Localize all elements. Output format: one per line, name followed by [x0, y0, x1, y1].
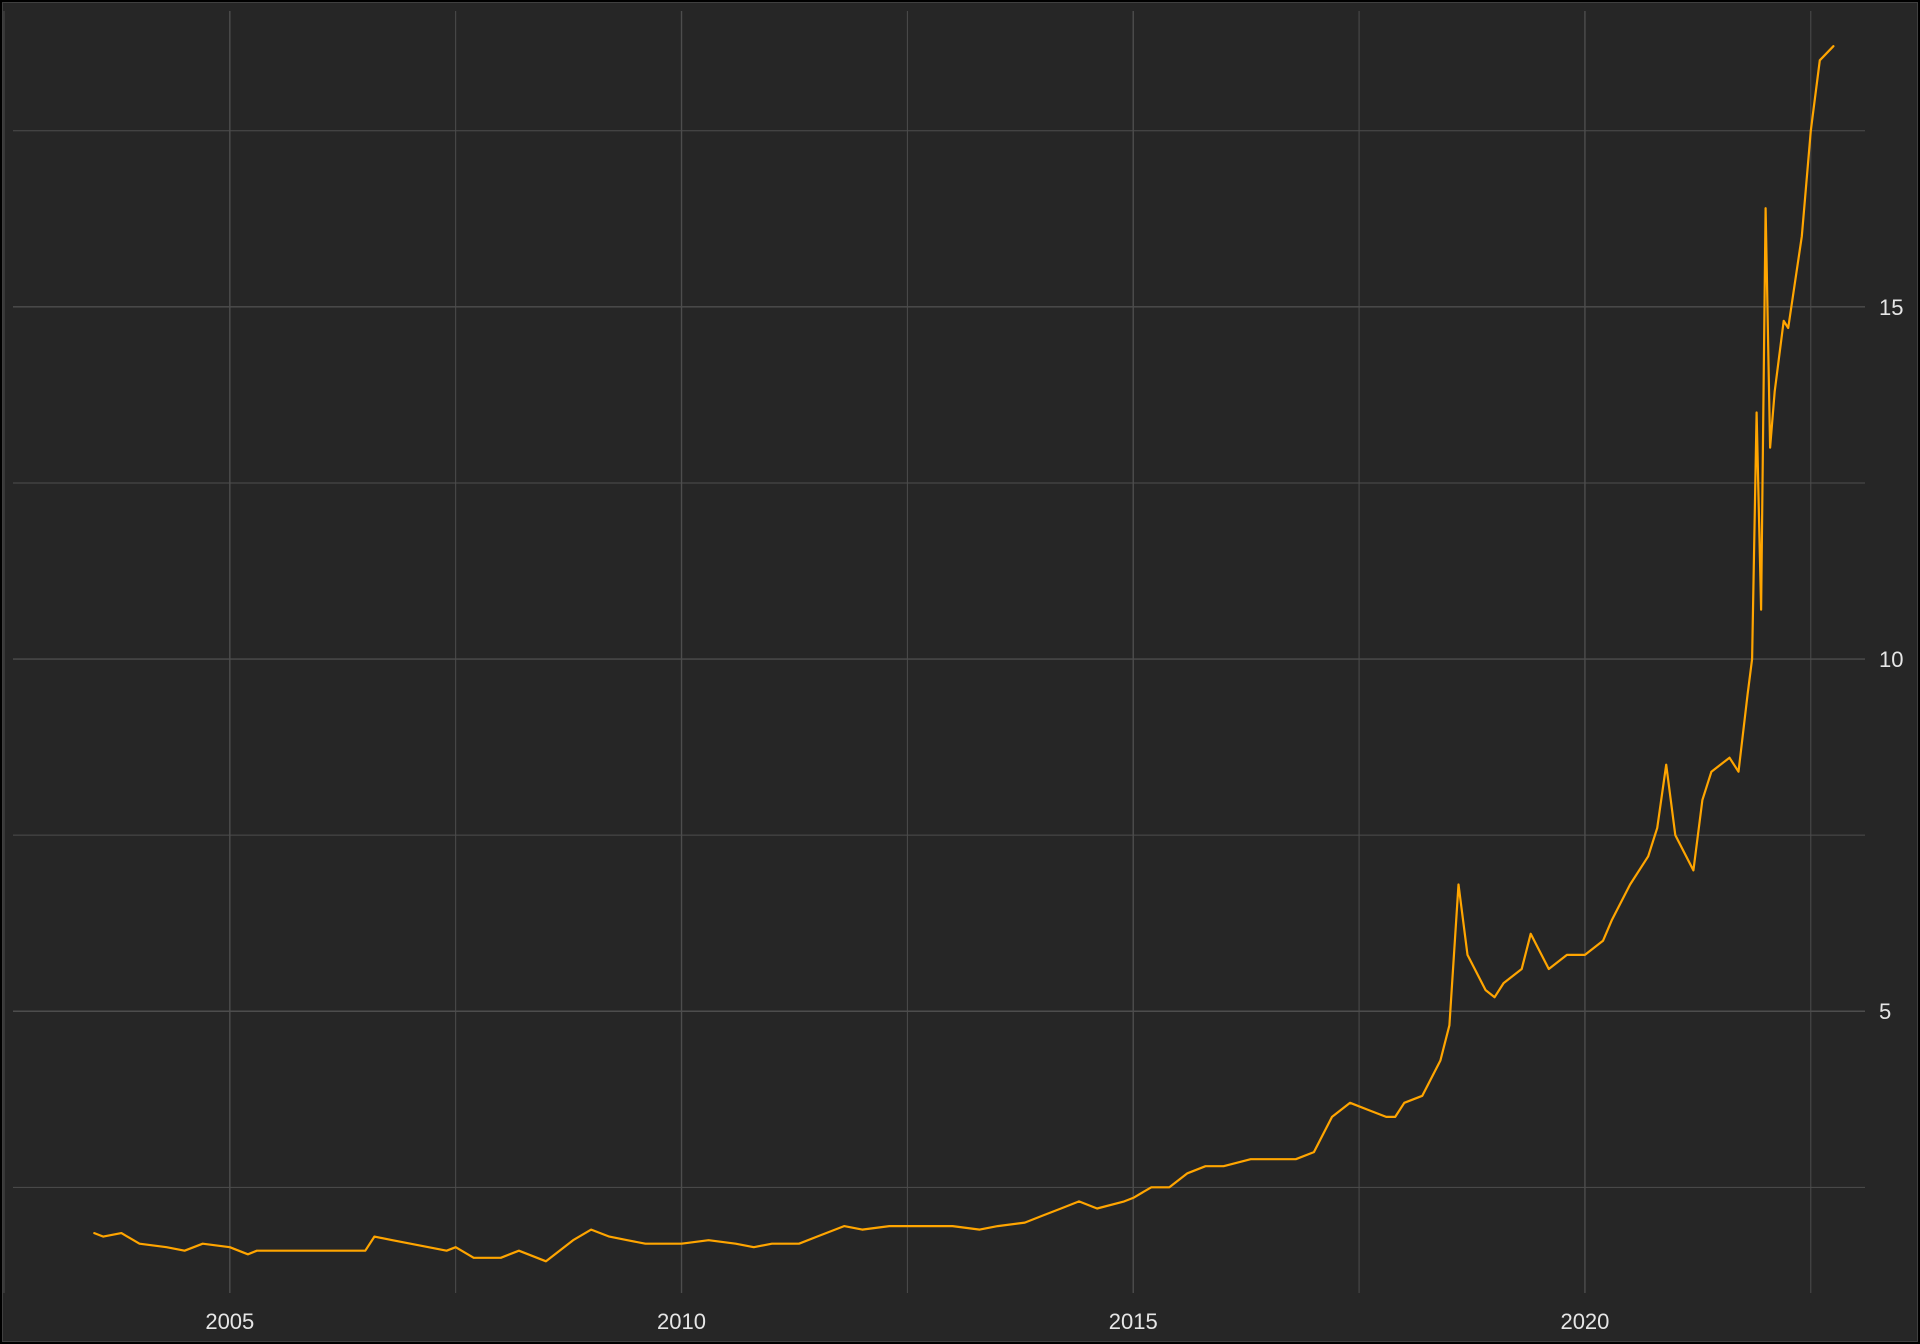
price-line-chart: 2005 2010 2015 2020 5 10 15: [3, 11, 1903, 1334]
x-axis-ticks: 2005 2010 2015 2020: [205, 1309, 1609, 1334]
series-line: [93, 45, 1835, 1263]
x-tick-label: 2015: [1109, 1309, 1158, 1334]
x-tick-label: 2010: [657, 1309, 706, 1334]
y-tick-label: 10: [1879, 647, 1903, 672]
gridlines: [3, 11, 1865, 1293]
x-tick-label: 2020: [1560, 1309, 1609, 1334]
series-layer: [93, 45, 1835, 1263]
x-tick-label: 2005: [205, 1309, 254, 1334]
y-tick-label: 5: [1879, 999, 1891, 1024]
y-axis-ticks: 5 10 15: [1879, 295, 1903, 1024]
y-tick-label: 15: [1879, 295, 1903, 320]
